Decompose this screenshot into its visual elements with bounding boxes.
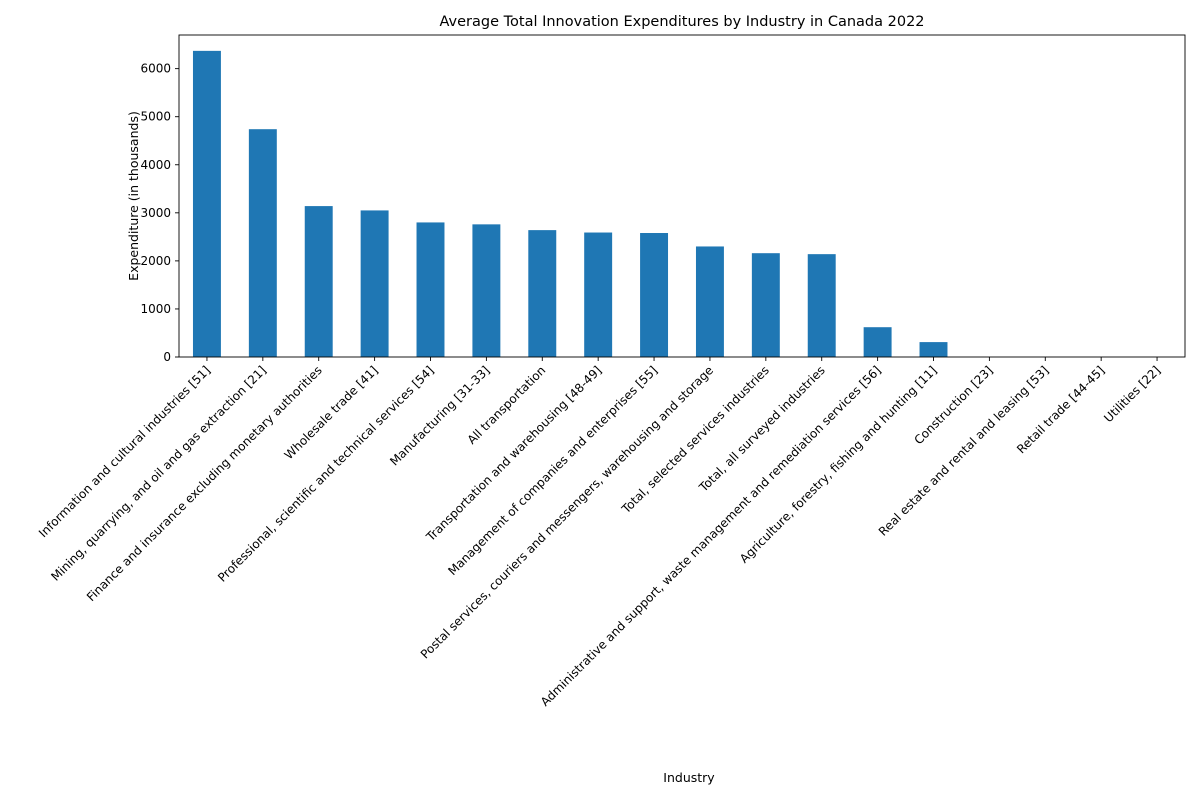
x-tick-label: Professional, scientific and technical s…	[215, 363, 437, 585]
y-tick-label: 5000	[140, 110, 171, 124]
plot-frame	[178, 34, 1186, 358]
bar	[584, 232, 613, 357]
x-tick-label: Manufacturing [31-33]	[387, 363, 492, 468]
bar	[863, 327, 892, 357]
x-tick-label: Agriculture, forestry, fishing and hunti…	[737, 363, 940, 566]
x-tick-label: Finance and insurance excluding monetary…	[84, 363, 325, 604]
bar	[528, 230, 557, 357]
bar	[472, 224, 501, 357]
y-tick-label: 4000	[140, 158, 171, 172]
bar	[807, 254, 836, 357]
bar	[919, 342, 948, 357]
bar	[360, 210, 389, 357]
x-tick-label: Wholesale trade [41]	[282, 363, 381, 462]
y-axis-label: Expenditure (in thousands)	[126, 111, 141, 281]
y-tick-label: 0	[163, 350, 171, 364]
x-tick-label: Management of companies and enterprises …	[445, 363, 660, 578]
chart-title: Average Total Innovation Expenditures by…	[439, 14, 924, 30]
y-tick-label: 2000	[140, 254, 171, 268]
bar	[640, 233, 669, 357]
bar	[416, 222, 445, 357]
bar	[248, 129, 277, 357]
y-tick-label: 6000	[140, 62, 171, 76]
bar	[695, 246, 724, 357]
x-tick-label: Mining, quarrying, and oil and gas extra…	[48, 363, 269, 584]
x-tick-label: Utilities [22]	[1101, 363, 1163, 425]
bar	[751, 253, 780, 357]
y-tick-label: 1000	[140, 302, 171, 316]
x-axis-label: Industry	[663, 770, 715, 785]
bar	[192, 50, 221, 357]
bar	[304, 206, 333, 357]
y-tick-label: 3000	[140, 206, 171, 220]
